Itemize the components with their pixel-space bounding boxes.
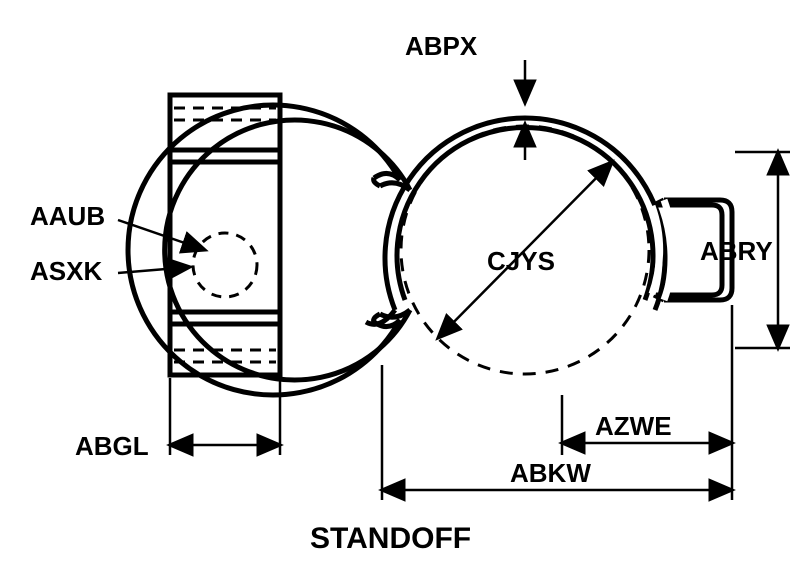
dim-abgl: ABGL	[75, 378, 280, 461]
label-abgl: ABGL	[75, 431, 149, 461]
label-cjys: CJYS	[487, 246, 555, 276]
dim-abry: ABRY	[700, 152, 790, 348]
label-asxk: ASXK	[30, 256, 102, 286]
dim-azwe: AZWE	[562, 305, 732, 455]
label-azwe: AZWE	[595, 411, 672, 441]
diagram-canvas: AAUB ASXK ABGL	[0, 0, 810, 570]
label-aaub: AAUB	[30, 201, 105, 231]
dim-abkw: ABKW ABKW	[382, 365, 732, 500]
label-abpx: ABPX	[405, 31, 478, 61]
left-view	[170, 95, 280, 375]
diagram-title: STANDOFF	[310, 522, 471, 555]
label-abry: ABRY	[700, 236, 773, 266]
svg-text:ABKW: ABKW	[510, 458, 591, 488]
